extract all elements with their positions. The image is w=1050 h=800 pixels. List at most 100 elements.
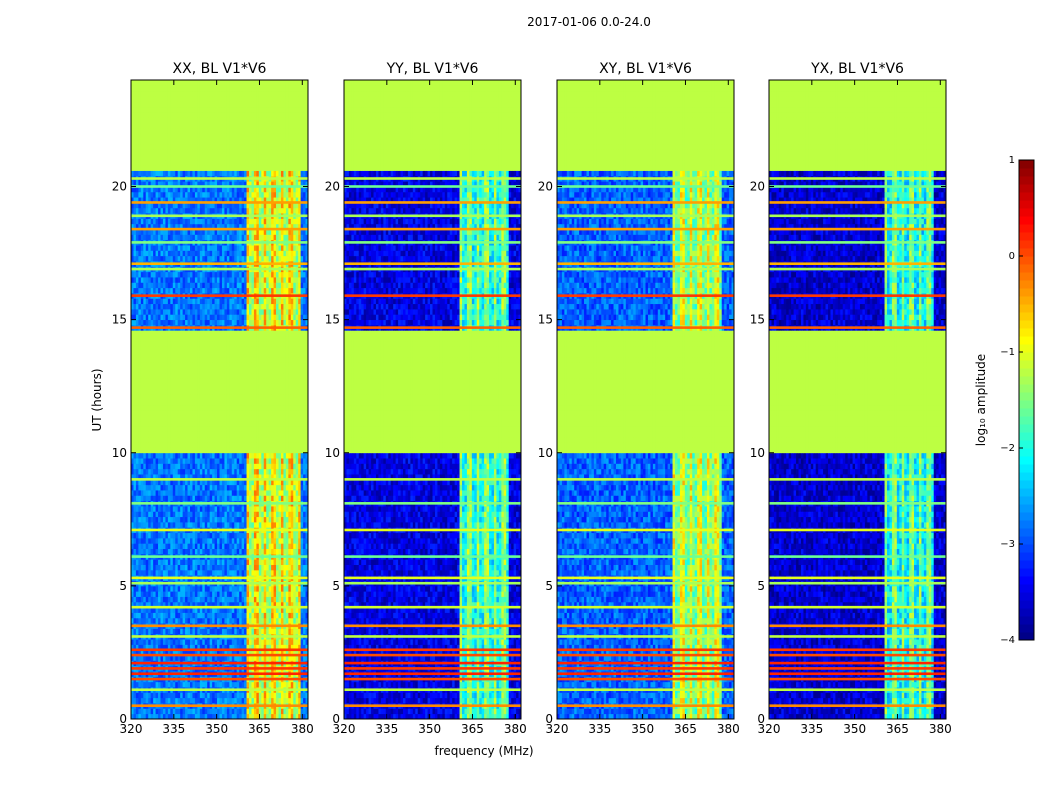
heatmap-cell [278, 426, 282, 432]
heatmap-cell [162, 596, 166, 603]
heatmap-cell [231, 521, 235, 528]
heatmap-cell [190, 346, 193, 352]
heatmap-cell [131, 564, 134, 571]
heatmap-cell [261, 420, 265, 427]
heatmap-cell [288, 628, 292, 635]
heatmap-cell [167, 639, 171, 645]
heatmap-cell [190, 351, 193, 358]
heatmap-cell [145, 458, 149, 464]
heatmap-cell [290, 436, 294, 443]
heatmap-cell [253, 692, 257, 699]
heatmap-cell [224, 468, 228, 475]
heatmap-cell [283, 617, 287, 624]
heatmap-cell [219, 708, 223, 715]
heatmap-cell [190, 356, 193, 363]
heatmap-cell [236, 532, 240, 539]
heatmap-cell [131, 404, 134, 411]
heatmap-cell [229, 516, 233, 523]
heatmap-cell [226, 452, 230, 459]
heatmap-cell [268, 708, 272, 715]
heatmap-cell [167, 372, 171, 379]
heatmap-cell [298, 388, 302, 395]
heatmap-cell [271, 543, 274, 550]
heatmap-cell [155, 708, 159, 715]
heatmap-cell [249, 644, 252, 651]
heatmap-cell [212, 356, 215, 363]
heatmap-cell [182, 356, 186, 363]
heatmap-cell [165, 617, 169, 624]
heatmap-cell [182, 452, 186, 459]
heatmap-cell [280, 362, 284, 368]
heatmap-cell [221, 559, 225, 565]
heatmap-cell [194, 410, 198, 416]
heatmap-cell [162, 415, 166, 422]
heatmap-cell [295, 447, 299, 454]
heatmap-cell [167, 569, 171, 576]
heatmap-cell [133, 548, 137, 555]
heatmap-cell [246, 479, 250, 486]
heatmap-cell [290, 383, 294, 390]
heatmap-cell [135, 378, 139, 384]
heatmap-cell [190, 458, 193, 464]
heatmap-cell [236, 490, 240, 496]
heatmap-cell [167, 559, 171, 565]
heatmap-cell [217, 388, 220, 395]
heatmap-cell [217, 612, 220, 619]
heatmap-cell [194, 490, 198, 496]
heatmap-cell [153, 490, 156, 496]
heatmap-cell [249, 649, 252, 656]
heatmap-cell [140, 591, 144, 597]
heatmap-cell [239, 484, 243, 491]
heatmap-cell [148, 511, 152, 518]
heatmap-cell [246, 362, 250, 368]
heatmap-cell [229, 484, 233, 491]
heatmap-cell [192, 612, 196, 619]
heatmap-cell [204, 521, 208, 528]
heatmap-cell [140, 532, 144, 539]
heatmap-cell [271, 644, 274, 651]
heatmap-cell [231, 447, 235, 454]
heatmap-cell [239, 399, 243, 406]
heatmap-cell [219, 506, 223, 512]
heatmap-cell [273, 585, 277, 592]
heatmap-cell [214, 463, 218, 470]
heatmap-cell [155, 564, 159, 571]
heatmap-cell [153, 543, 156, 550]
heatmap-cell [190, 447, 193, 454]
heatmap-cell [219, 559, 223, 565]
heatmap-cell [175, 415, 179, 422]
heatmap-cell [214, 410, 218, 416]
heatmap-cell [261, 681, 265, 688]
heatmap-cell [143, 543, 147, 550]
heatmap-cell [276, 596, 279, 603]
heatmap-cell [285, 516, 289, 523]
heatmap-cell [148, 697, 152, 704]
heatmap-cell [219, 436, 223, 443]
heatmap-cell [162, 346, 166, 352]
heatmap-cell [150, 484, 154, 491]
heatmap-cell [148, 601, 152, 608]
heatmap-cell [197, 655, 201, 661]
heatmap-cell [226, 447, 230, 454]
heatmap-cell [180, 463, 184, 470]
heatmap-cell [150, 569, 154, 576]
heatmap-cell [217, 644, 220, 651]
heatmap-cell [160, 649, 164, 656]
heatmap-cell [253, 506, 257, 512]
heatmap-cell [273, 367, 277, 374]
heatmap-cell [256, 639, 260, 645]
heatmap-cell [217, 708, 220, 715]
heatmap-cell [131, 372, 134, 379]
heatmap-cell [199, 404, 203, 411]
heatmap-cell [131, 708, 134, 715]
heatmap-cell [150, 537, 154, 544]
heatmap-cell [276, 564, 279, 571]
heatmap-cell [266, 356, 270, 363]
heatmap-cell [177, 601, 181, 608]
heatmap-cell [251, 644, 255, 651]
heatmap-cell [131, 436, 134, 443]
heatmap-cell [221, 532, 225, 539]
heatmap-cell [135, 399, 139, 406]
heatmap-cell [209, 713, 213, 719]
heatmap-cell [246, 569, 250, 576]
